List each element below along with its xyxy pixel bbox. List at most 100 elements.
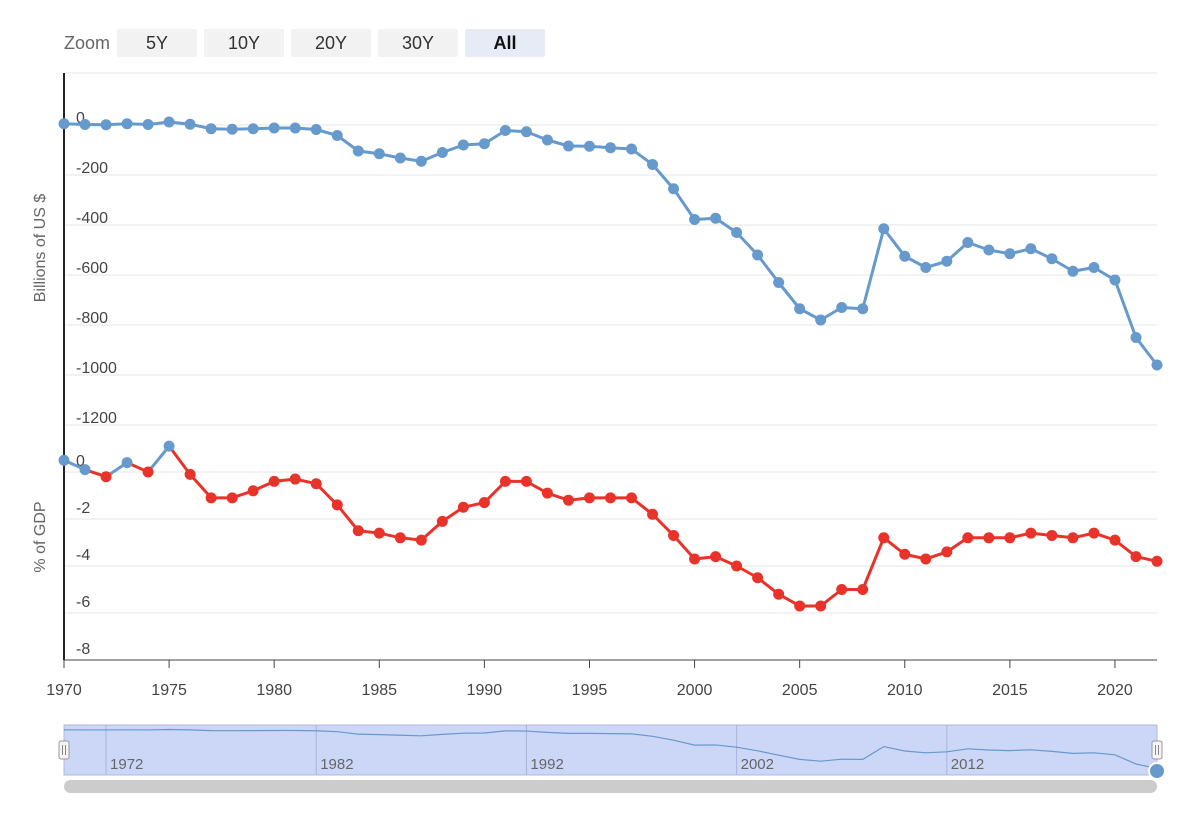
usd-series-point	[668, 183, 680, 195]
gdp-series-point	[436, 515, 448, 527]
gdp-series-point	[668, 529, 680, 541]
x-tick-label: 2020	[1097, 682, 1133, 699]
gdp-series-point	[962, 532, 974, 544]
gdp-series-point	[1088, 527, 1100, 539]
usd-y-tick-label: -200	[76, 160, 108, 177]
x-tick-label: 1970	[46, 682, 82, 699]
gdp-series-point	[163, 440, 175, 452]
gdp-series-line-segment	[335, 503, 360, 533]
usd-series-point	[626, 143, 638, 155]
usd-series-point	[1046, 253, 1058, 265]
gdp-series-point	[79, 464, 91, 476]
usd-series-point	[941, 255, 953, 267]
usd-series-point	[310, 124, 322, 135]
zoom-all-button[interactable]: All	[465, 29, 545, 57]
x-tick-label: 1995	[572, 682, 608, 699]
gdp-series-point	[226, 492, 238, 504]
zoom-5y-button[interactable]: 5Y	[117, 29, 197, 57]
usd-series-point	[541, 134, 553, 146]
gdp-series-point	[1046, 529, 1058, 541]
gdp-series-point	[520, 475, 532, 487]
gdp-series-line-segment	[167, 444, 192, 476]
zoom-10y-button[interactable]: 10Y	[204, 29, 284, 57]
gdp-series-point	[373, 527, 385, 539]
usd-series-point	[899, 250, 911, 262]
gdp-y-tick-label: -6	[76, 594, 90, 611]
navigator-end-marker	[1148, 762, 1166, 780]
usd-series-point	[415, 155, 427, 167]
gdp-y-tick-label: -8	[76, 641, 90, 658]
usd-series-point	[920, 262, 932, 273]
usd-series-point	[752, 249, 764, 261]
usd-series-point	[520, 126, 532, 138]
navigator-series-line	[63, 728, 1158, 769]
usd-y-tick-label: -400	[76, 210, 108, 227]
usd-series-point	[836, 302, 848, 313]
gdp-series-line-segment	[861, 536, 886, 591]
x-tick-label: 2010	[887, 682, 923, 699]
usd-series-point	[1109, 274, 1121, 286]
gdp-series-point	[920, 553, 932, 565]
navigator-tick-label: 1972	[110, 756, 143, 773]
gdp-series-point	[541, 487, 553, 499]
usd-y-tick-label: -1200	[76, 410, 117, 427]
gdp-series-point	[857, 584, 869, 595]
x-tick-label: 2005	[782, 682, 818, 699]
navigator-tick-label: 2002	[741, 756, 774, 773]
usd-series-point	[268, 122, 280, 134]
navigator[interactable]: 1972 1982 1992 2002 2012	[58, 724, 1166, 793]
gdp-series-point	[836, 584, 848, 595]
gdp-series-point	[184, 468, 196, 480]
gdp-axis-title: % of GDP	[32, 501, 49, 572]
usd-series-point	[583, 140, 595, 152]
usd-series-point	[205, 123, 217, 135]
usd-axis-title: Billions of US $	[32, 194, 49, 303]
navigator-tick-label: 2012	[951, 756, 984, 773]
gdp-series-point	[562, 494, 574, 506]
usd-series-point	[247, 123, 259, 135]
gdp-series-point	[310, 478, 322, 490]
usd-series-point	[647, 159, 659, 170]
usd-series-line-segment	[882, 227, 907, 258]
navigator-right-handle[interactable]	[1151, 740, 1163, 760]
gdp-series-point	[415, 534, 427, 546]
gdp-series-point	[731, 560, 743, 572]
gdp-series-line-segment	[146, 444, 171, 474]
gdp-series-point	[689, 553, 701, 565]
x-tick-label: 1975	[151, 682, 187, 699]
zoom-30y-button[interactable]: 30Y	[378, 29, 458, 57]
gdp-series-point	[205, 492, 217, 504]
gdp-series-point	[605, 492, 616, 504]
usd-series-point	[794, 303, 806, 315]
usd-series-point	[184, 118, 196, 130]
usd-series-line-segment	[1134, 336, 1159, 367]
usd-series-point	[142, 119, 154, 130]
usd-series-point	[436, 147, 448, 158]
gdp-series-point	[247, 485, 259, 497]
gdp-series-point	[815, 600, 827, 612]
usd-series-point	[689, 214, 701, 225]
x-tick-label: 1980	[256, 682, 292, 699]
usd-series-point	[983, 244, 995, 256]
usd-series-point	[499, 125, 511, 136]
navigator-scrollbar[interactable]	[64, 780, 1157, 793]
usd-y-tick-label: -1000	[76, 360, 117, 377]
gdp-series-point	[710, 551, 722, 563]
usd-series-point	[331, 130, 343, 141]
gdp-series-point	[1004, 532, 1016, 544]
usd-series-point	[962, 237, 974, 248]
usd-y-tick-label: -600	[76, 260, 108, 277]
usd-series-point	[1130, 332, 1142, 343]
gdp-series-point	[352, 525, 364, 537]
gdp-series-point	[100, 471, 112, 483]
usd-series-point	[100, 119, 112, 131]
usd-series-line-segment	[777, 281, 802, 311]
zoom-20y-button[interactable]: 20Y	[291, 29, 371, 57]
gridlines	[64, 72, 1157, 661]
usd-series-line-segment	[672, 187, 697, 221]
usd-series-point	[394, 152, 406, 164]
usd-series-point	[373, 148, 385, 160]
usd-series-point	[226, 123, 238, 135]
navigator-left-handle[interactable]	[58, 740, 70, 760]
